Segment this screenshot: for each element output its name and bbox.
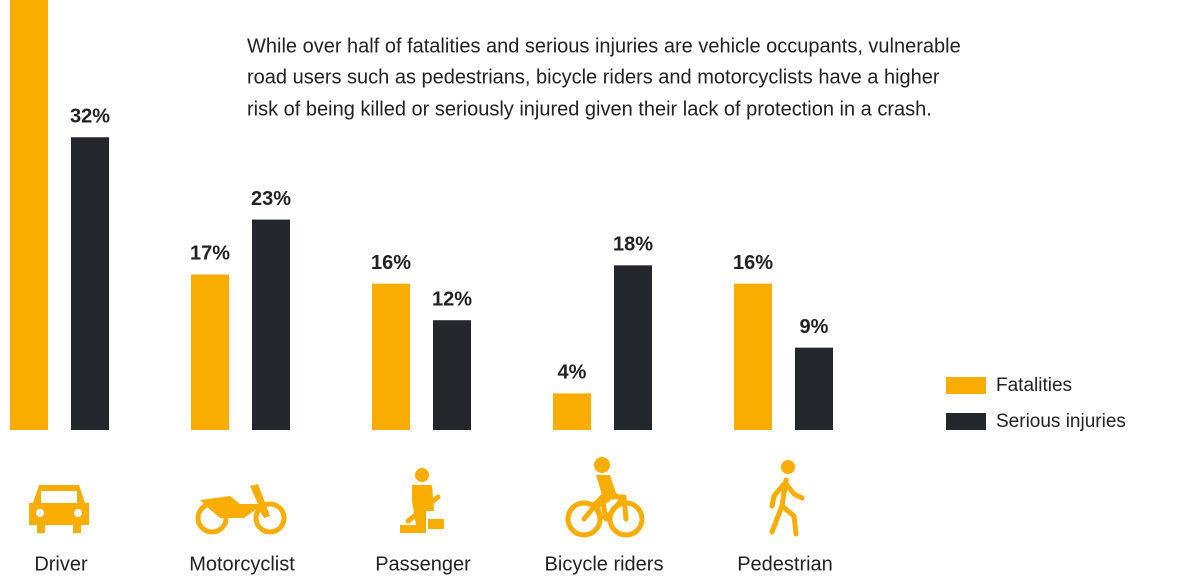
x-tick-label: Passenger (375, 553, 471, 575)
x-tick-label: Bicycle riders (545, 553, 664, 575)
passenger-icon (400, 468, 444, 533)
bar (191, 274, 229, 430)
legend-swatch (946, 413, 986, 430)
bicycle-icon (565, 457, 645, 538)
value-label: 23% (251, 188, 291, 210)
bar (795, 347, 833, 430)
motorcycle-icon (195, 484, 287, 535)
value-label: 4% (558, 362, 587, 384)
subtitle-line: road users such as pedestrians, bicycle … (247, 66, 940, 88)
value-label: 9% (800, 316, 829, 338)
value-label: 18% (613, 234, 653, 256)
value-label: 16% (733, 252, 773, 274)
legend-swatch (946, 377, 986, 394)
pedestrian-icon (769, 460, 805, 537)
bar (372, 283, 410, 430)
bar (10, 0, 48, 430)
x-tick-label: Pedestrian (737, 553, 833, 575)
car-icon (29, 485, 89, 533)
bar (71, 137, 109, 430)
legend-label: Serious injuries (996, 411, 1126, 432)
bar (614, 265, 652, 430)
subtitle-line: While over half of fatalities and seriou… (247, 35, 961, 57)
value-label: 12% (432, 288, 472, 310)
value-label: 32% (70, 106, 110, 128)
x-tick-label: Driver (34, 553, 88, 575)
bar (553, 393, 591, 430)
x-tick-label: Motorcyclist (189, 553, 295, 575)
value-label: 16% (371, 252, 411, 274)
bar (734, 283, 772, 430)
value-label: 17% (190, 243, 230, 265)
subtitle-line: risk of being killed or seriously injure… (247, 98, 932, 120)
bar (252, 219, 290, 430)
bar (433, 320, 471, 430)
legend-label: Fatalities (996, 375, 1072, 396)
